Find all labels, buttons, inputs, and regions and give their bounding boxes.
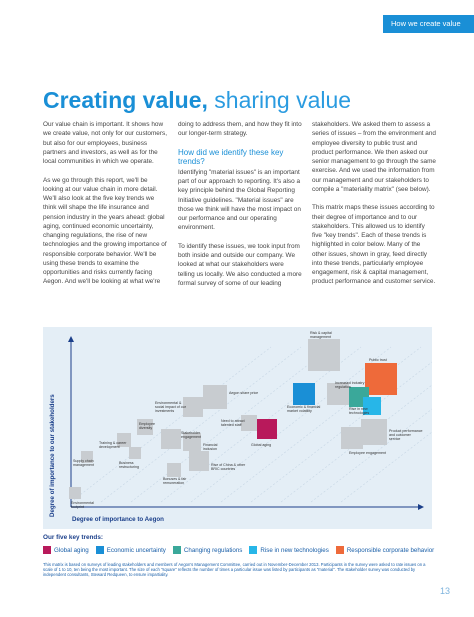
legend-item-responsible-corporate-behavior: Responsible corporate behavior [335,546,435,554]
text-column-1: Our value chain is important. It shows h… [43,120,167,296]
title-bold: Creating value, [43,87,208,113]
square-aegon-share-price [203,385,227,409]
label-global-aging: Global aging [251,443,272,447]
label-economic-volatility: Economic & financial market volatility [287,405,321,414]
label-need-talent: Need to attract talented staff [221,419,245,428]
square-training [117,433,131,447]
label-aegon-share-price: Aegon share price [229,391,259,395]
label-employee-engagement: Employee engagement [349,451,386,455]
square-bonuses [167,463,181,477]
square-supply-chain [81,451,93,463]
square-global-aging [257,419,277,439]
square-employee-engagement [341,427,363,449]
legend: Global aging Economic uncertainty Changi… [43,545,441,555]
page-title: Creating value, sharing value [43,86,351,114]
label-supply-chain: Supply chain management [73,459,94,468]
square-environmental-impact [183,397,203,417]
label-increased-regulation: Increased industry regulation [335,381,365,390]
label-public-trust: Public trust [369,358,387,362]
label-product-performance: Product performance and customer service [389,429,423,442]
text-column-3: stakeholders. We asked them to assess a … [312,120,436,296]
legend-label: Rise in new technologies [260,546,329,554]
square-risk-capital [308,339,340,371]
label-stakeholder-engagement: Stakeholder engagement [181,431,201,440]
square-env-footprint [69,487,81,499]
square-rise-new-technologies [363,397,381,415]
legend-item-changing-regulations: Changing regulations [172,546,243,554]
section-banner: How we create value [383,15,474,33]
legend-swatch [172,546,181,554]
legend-swatch [95,546,104,554]
label-bric: Rise of China & other BRIC countries [211,463,246,472]
label-environmental-impact: Environmental & social impact of our inv… [155,401,186,414]
square-public-trust [365,363,397,395]
label-financial-inclusion: Financial inclusion [203,443,218,452]
paragraph: As we go through this report, we'll be l… [43,176,167,286]
x-axis-label: Degree of importance to Aegon [72,516,164,523]
page-number: 13 [440,586,451,596]
legend-label: Economic uncertainty [106,546,166,554]
y-axis-label: Degree of importance to our stakeholders [49,394,56,517]
label-risk-capital: Risk & capital management [310,331,332,340]
square-business-restructuring [129,447,141,459]
section-heading: How did we identify these key trends? [178,147,284,167]
footnote: This matrix is based on surveys of leadi… [43,562,426,578]
title-light: sharing value [214,87,352,113]
legend-title: Our five key trends: [43,534,104,541]
legend-swatch [43,546,51,554]
square-employee-diversity [137,419,153,435]
square-product-performance [361,419,387,445]
paragraph: stakeholders. We asked them to assess a … [312,121,436,193]
paragraph: Our value chain is important. It shows h… [43,121,167,165]
square-stakeholder-engagement [161,429,181,449]
square-need-talent [241,415,257,431]
legend-label: Responsible corporate behavior [346,546,435,554]
paragraph: To identify these issues, we took input … [178,242,302,287]
square-bric [189,451,209,471]
matrix-axes [68,336,432,510]
paragraph: doing to address them, and how they fit … [178,121,302,138]
label-business-restructuring: Business restructuring [119,461,139,470]
square-economic-volatility [293,383,315,405]
square-financial-inclusion [183,433,201,451]
label-env-footprint: Environmental footprint [71,501,94,510]
label-bonuses: Bonuses & fair remuneration [163,477,187,486]
legend-item-global-aging: Global aging [43,546,89,554]
legend-swatch [249,546,258,554]
legend-label: Global aging [54,546,89,554]
label-employee-diversity: Employee diversity [139,422,155,431]
legend-swatch [335,546,344,554]
label-training: Training & career development [99,441,127,450]
text-column-2: doing to address them, and how they fit … [178,120,302,297]
legend-item-economic-uncertainty: Economic uncertainty [95,546,166,554]
paragraph: Identifying "material issues" is an impo… [178,168,301,232]
square-increased-regulation [327,383,349,405]
label-rise-new-tech: Rise in new technologies [349,407,370,416]
materiality-matrix: Degree of importance to our stakeholders… [43,327,432,529]
paragraph: This matrix maps these issues according … [312,204,436,286]
legend-label: Changing regulations [183,546,243,554]
legend-item-rise-new-technologies: Rise in new technologies [249,546,329,554]
